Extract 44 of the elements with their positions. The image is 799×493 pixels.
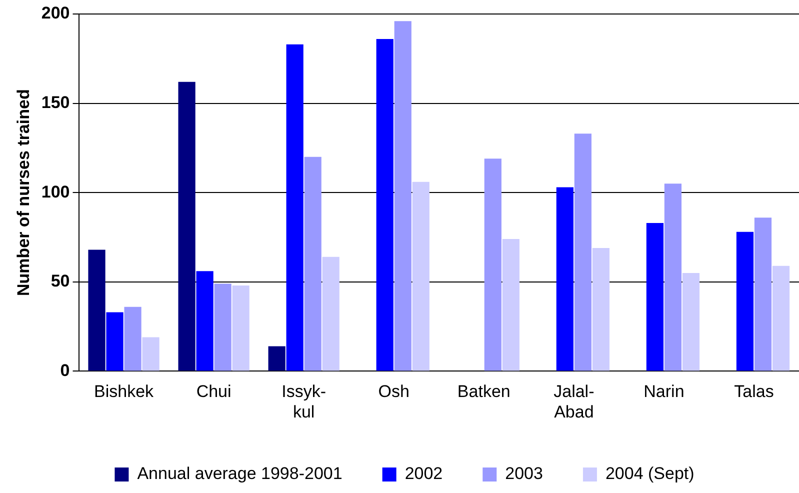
x-tick-label: Jalal-Abad [554,382,594,422]
bar [178,82,196,371]
bar [376,39,394,371]
bar [214,284,232,371]
bar [664,184,682,371]
bar [322,256,340,371]
bar [88,250,106,371]
y-tick-label: 50 [50,272,70,291]
legend-label: 2003 [505,464,543,484]
x-tick-label: Bishkek [94,382,154,402]
bar [412,182,430,371]
bar [106,312,124,371]
y-tick-label: 0 [60,360,70,380]
legend-label: Annual average 1998-2001 [137,464,342,484]
bar [772,266,790,371]
bar [124,306,142,371]
bar [646,222,664,371]
x-tick-label: Talas [734,382,774,402]
bar [682,272,700,371]
bar [592,248,610,371]
bar [142,337,160,371]
bar [232,285,250,371]
y-tick-label: 200 [41,4,70,23]
y-axis-title: Number of nurses trained [14,89,33,296]
legend-label: 2004 (Sept) [605,464,694,484]
bar [736,232,754,371]
x-tick-label: Batken [457,382,510,402]
bar [574,134,592,371]
y-tick-label: 150 [41,92,70,112]
x-tick-label: Chui [196,382,232,402]
y-tick-label: 100 [41,182,70,202]
x-tick-label: Osh [378,382,410,402]
bar [556,187,574,371]
bar [286,44,304,371]
x-tick-label: Issyk-kul [282,382,326,422]
bar [268,346,286,371]
legend-label: 2002 [404,464,443,484]
bar [394,21,412,371]
bar [484,158,502,371]
x-tick-label: Narin [644,382,684,402]
bar [754,218,772,371]
bar [502,239,520,371]
bar [304,156,322,371]
bar [196,271,214,371]
